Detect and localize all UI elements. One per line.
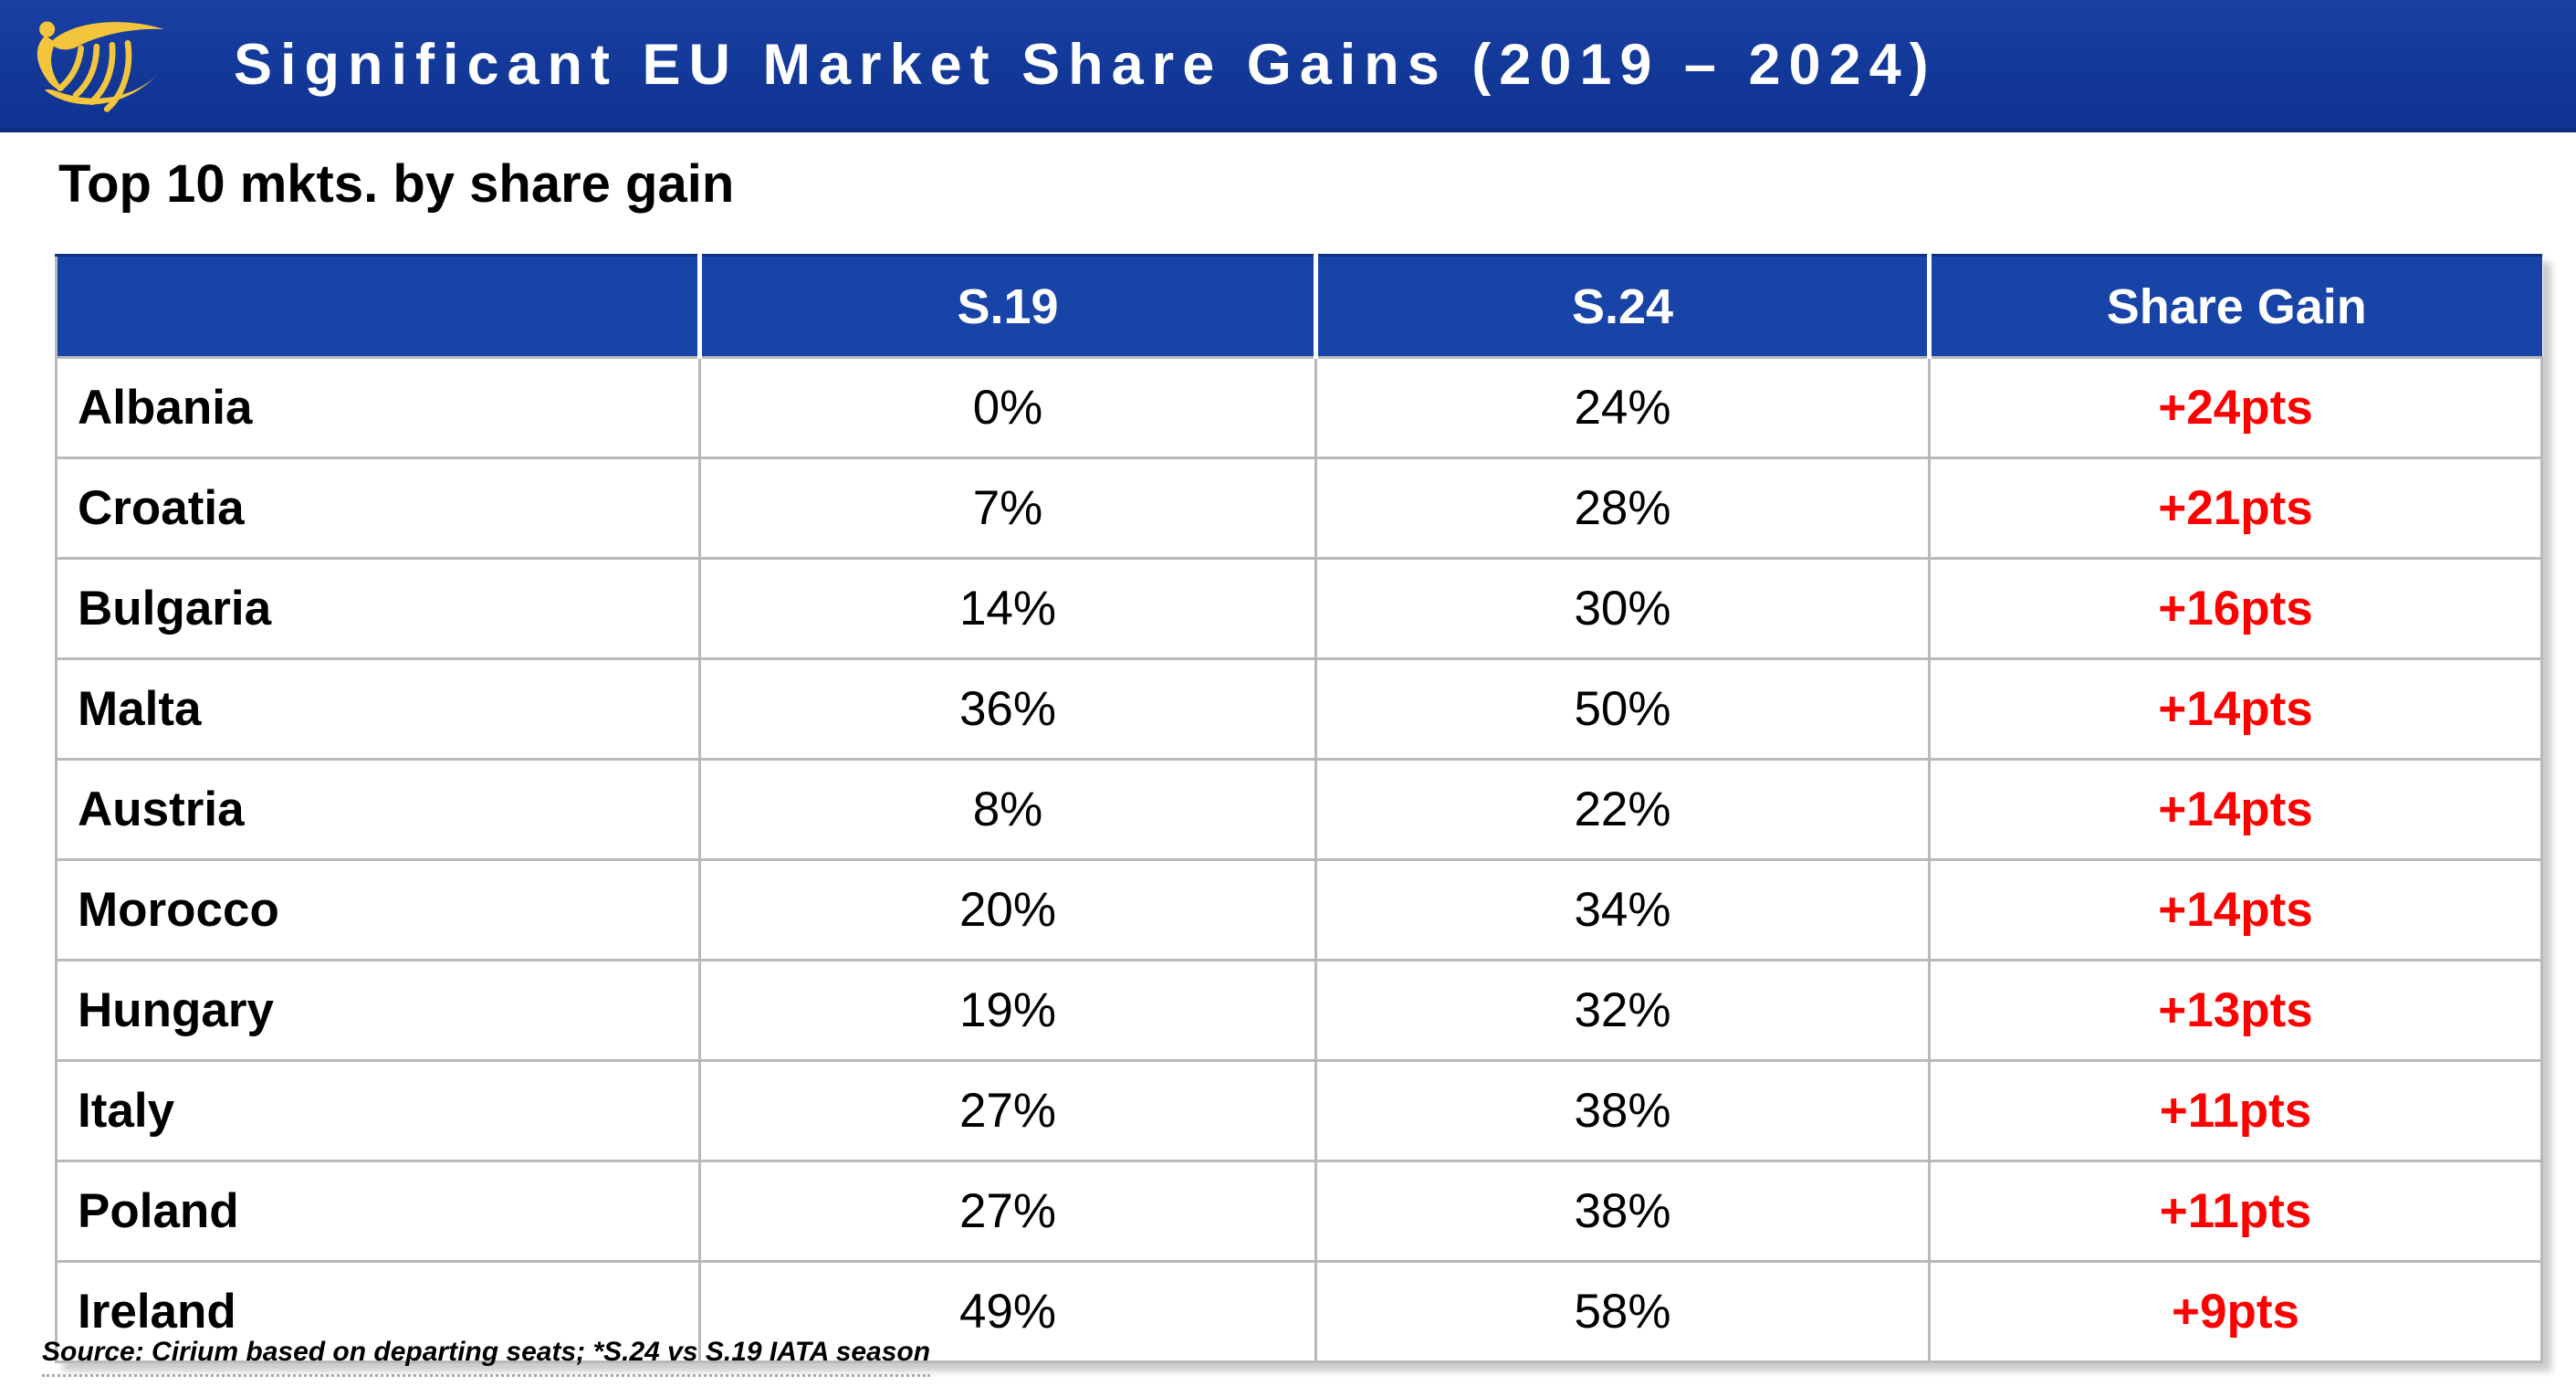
share-gain-value: +16pts bbox=[1928, 557, 2543, 660]
s24-value: 58% bbox=[1314, 1260, 1931, 1363]
market-name: Italy bbox=[55, 1059, 701, 1162]
s24-value: 22% bbox=[1314, 758, 1931, 861]
table-row: Malta 36% 50% +14pts bbox=[55, 657, 2543, 761]
market-name: Poland bbox=[55, 1160, 701, 1263]
table-row: Ireland 49% 58% +9pts bbox=[55, 1260, 2543, 1363]
header-cell-s19: S.19 bbox=[697, 254, 1316, 358]
share-gain-value: +14pts bbox=[1928, 657, 2543, 761]
share-gain-value: +14pts bbox=[1928, 758, 2543, 861]
header-cell-share-gain: Share Gain bbox=[1927, 254, 2542, 358]
s24-value: 24% bbox=[1314, 356, 1931, 459]
share-gain-table: S.19 S.24 Share Gain Albania 0% 24% +24p… bbox=[55, 254, 2543, 1363]
table-row: Croatia 7% 28% +21pts bbox=[55, 457, 2543, 560]
header-cell-s24: S.24 bbox=[1314, 254, 1930, 358]
table-row: Albania 0% 24% +24pts bbox=[55, 356, 2543, 459]
page-title: Significant EU Market Share Gains (2019 … bbox=[234, 32, 1937, 97]
share-gain-value: +21pts bbox=[1928, 457, 2543, 560]
share-gain-value: +24pts bbox=[1928, 356, 2543, 459]
s19-value: 8% bbox=[698, 758, 1317, 861]
s19-value: 0% bbox=[698, 356, 1317, 459]
s24-value: 30% bbox=[1314, 557, 1931, 660]
ryanair-harp-icon bbox=[37, 21, 164, 112]
share-gain-value: +11pts bbox=[1928, 1160, 2543, 1263]
table-row: Italy 27% 38% +11pts bbox=[55, 1059, 2543, 1162]
table-header-row: S.19 S.24 Share Gain bbox=[55, 254, 2542, 358]
s19-value: 14% bbox=[698, 557, 1317, 660]
table-subtitle: Top 10 mkts. by share gain bbox=[58, 154, 735, 214]
table-row: Austria 8% 22% +14pts bbox=[55, 758, 2543, 861]
table-row: Hungary 19% 32% +13pts bbox=[55, 959, 2543, 1062]
header-cell-market bbox=[55, 254, 700, 358]
s19-value: 36% bbox=[698, 657, 1317, 761]
s19-value: 20% bbox=[698, 858, 1317, 961]
source-footnote: Source: Cirium based on departing seats;… bbox=[42, 1337, 931, 1377]
share-gain-value: +9pts bbox=[1928, 1260, 2543, 1363]
market-name: Hungary bbox=[55, 959, 701, 1062]
s19-value: 7% bbox=[698, 457, 1317, 560]
s19-value: 27% bbox=[698, 1059, 1317, 1162]
title-banner: Significant EU Market Share Gains (2019 … bbox=[0, 0, 2576, 132]
market-name: Malta bbox=[55, 657, 701, 761]
s24-value: 28% bbox=[1314, 457, 1931, 560]
share-gain-value: +11pts bbox=[1928, 1059, 2543, 1162]
market-name: Austria bbox=[55, 758, 701, 861]
share-gain-value: +14pts bbox=[1928, 858, 2543, 961]
table-row: Bulgaria 14% 30% +16pts bbox=[55, 557, 2543, 660]
share-gain-value: +13pts bbox=[1928, 959, 2543, 1062]
s19-value: 27% bbox=[698, 1160, 1317, 1263]
market-name: Morocco bbox=[55, 858, 701, 961]
s24-value: 32% bbox=[1314, 959, 1931, 1062]
table-row: Poland 27% 38% +11pts bbox=[55, 1160, 2543, 1263]
s19-value: 49% bbox=[698, 1260, 1317, 1363]
market-name: Albania bbox=[55, 356, 701, 459]
market-name: Ireland bbox=[55, 1260, 701, 1363]
table-row: Morocco 20% 34% +14pts bbox=[55, 858, 2543, 961]
market-name: Bulgaria bbox=[55, 557, 701, 660]
s19-value: 19% bbox=[698, 959, 1317, 1062]
s24-value: 50% bbox=[1314, 657, 1931, 761]
s24-value: 38% bbox=[1314, 1059, 1931, 1162]
market-name: Croatia bbox=[55, 457, 701, 560]
s24-value: 34% bbox=[1314, 858, 1931, 961]
s24-value: 38% bbox=[1314, 1160, 1931, 1263]
